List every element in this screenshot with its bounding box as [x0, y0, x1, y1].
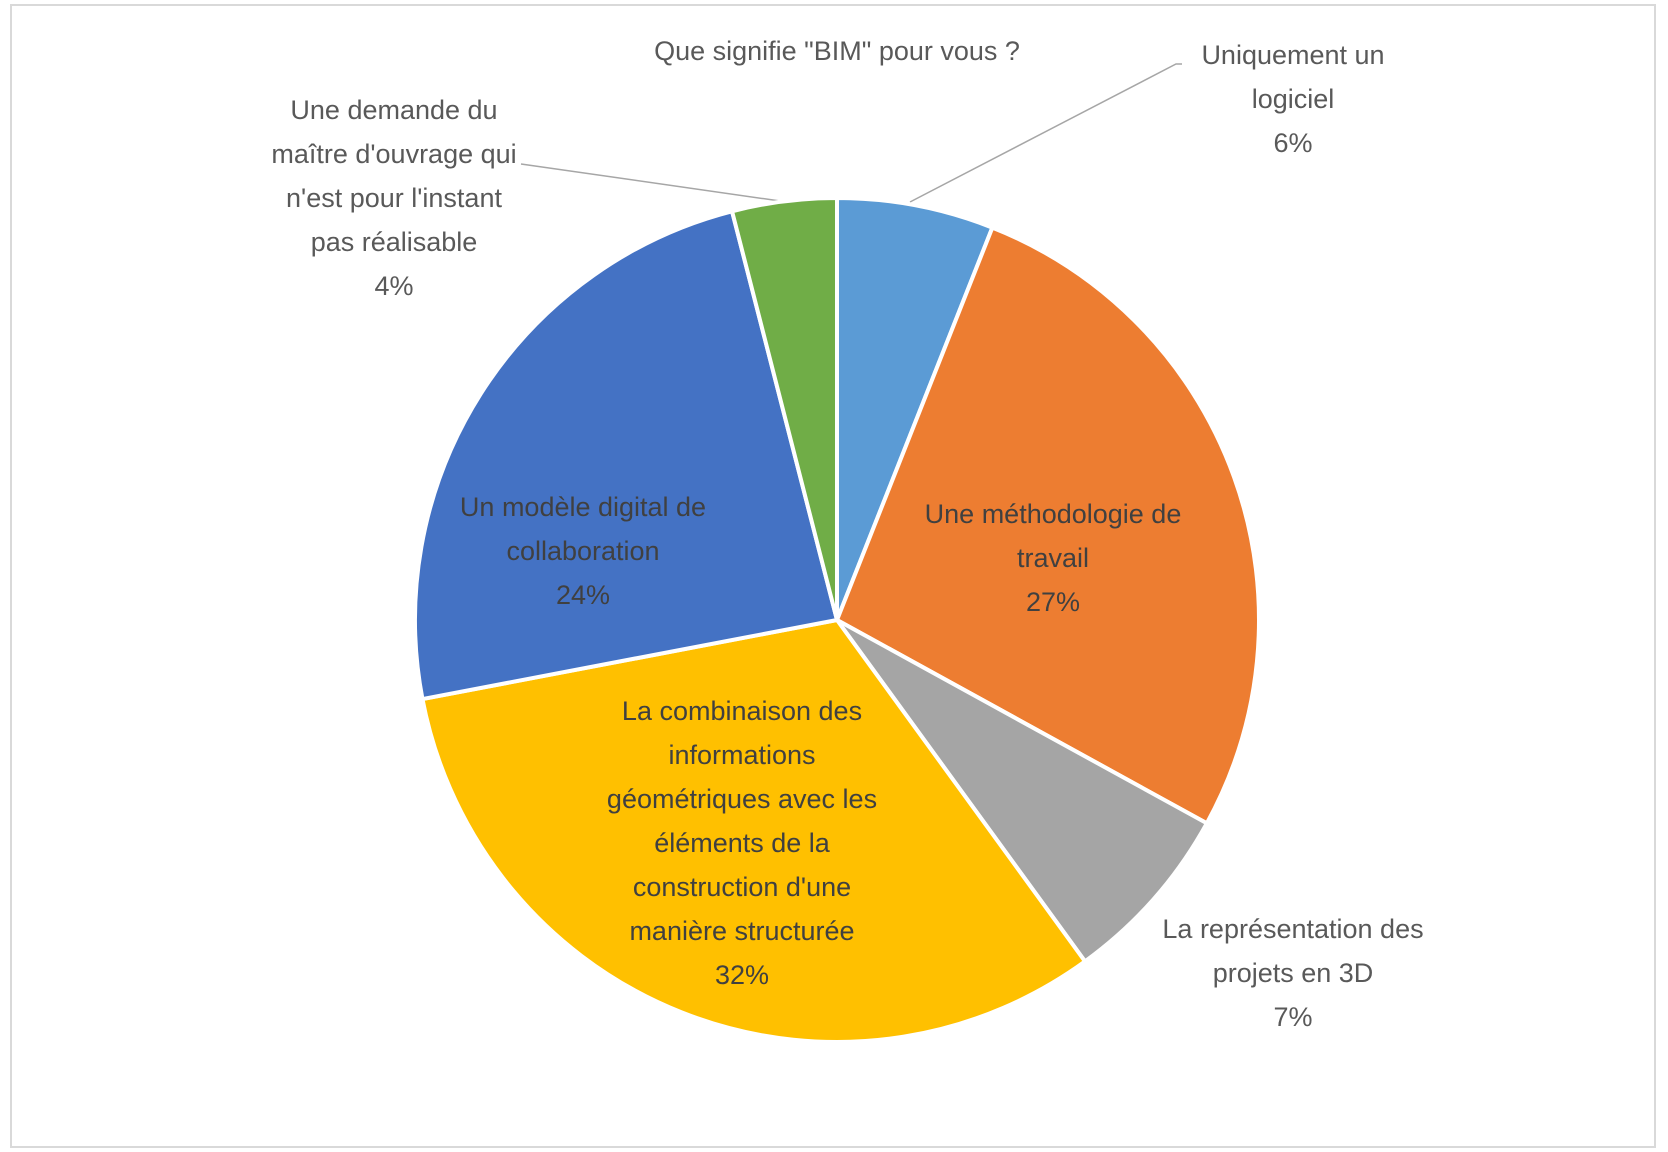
category-label: Une méthodologie de travail: [924, 499, 1182, 573]
pie-slice: [835, 618, 1210, 965]
leader-line: [909, 63, 1182, 203]
pie-slice: [729, 195, 839, 621]
pie-slice: [834, 225, 1261, 827]
value-label: 6%: [1273, 128, 1313, 158]
category-label: Uniquement un logiciel: [1201, 40, 1385, 114]
slice-label: La représentation des projets en 3D 7%: [1153, 907, 1433, 1039]
pie-slice: [835, 195, 995, 621]
chart-frame: [10, 4, 1656, 1148]
slice-label: Un modèle digital de collaboration 24%: [448, 485, 718, 617]
category-label: Une demande du maître d'ouvrage qui n'es…: [271, 95, 517, 257]
slice-label: Uniquement un logiciel 6%: [1163, 33, 1423, 165]
value-label: 27%: [1025, 587, 1081, 617]
value-label: 32%: [714, 960, 770, 990]
pie-slice: [413, 208, 840, 702]
pie-slice: [420, 617, 1088, 1044]
value-label: 24%: [555, 580, 611, 610]
category-label: La combinaison des informations géométri…: [606, 696, 878, 946]
slice-label: La combinaison des informations géométri…: [592, 689, 892, 997]
chart-title: Que signifie "BIM" pour vous ?: [654, 36, 1020, 66]
value-label: 4%: [374, 271, 414, 301]
slice-label: Une méthodologie de travail 27%: [918, 492, 1188, 624]
slice-label: Une demande du maître d'ouvrage qui n'es…: [264, 88, 524, 308]
leader-line: [520, 163, 788, 203]
category-label: Un modèle digital de collaboration: [459, 492, 707, 566]
category-label: La représentation des projets en 3D: [1162, 914, 1424, 988]
value-label: 7%: [1273, 1002, 1313, 1032]
